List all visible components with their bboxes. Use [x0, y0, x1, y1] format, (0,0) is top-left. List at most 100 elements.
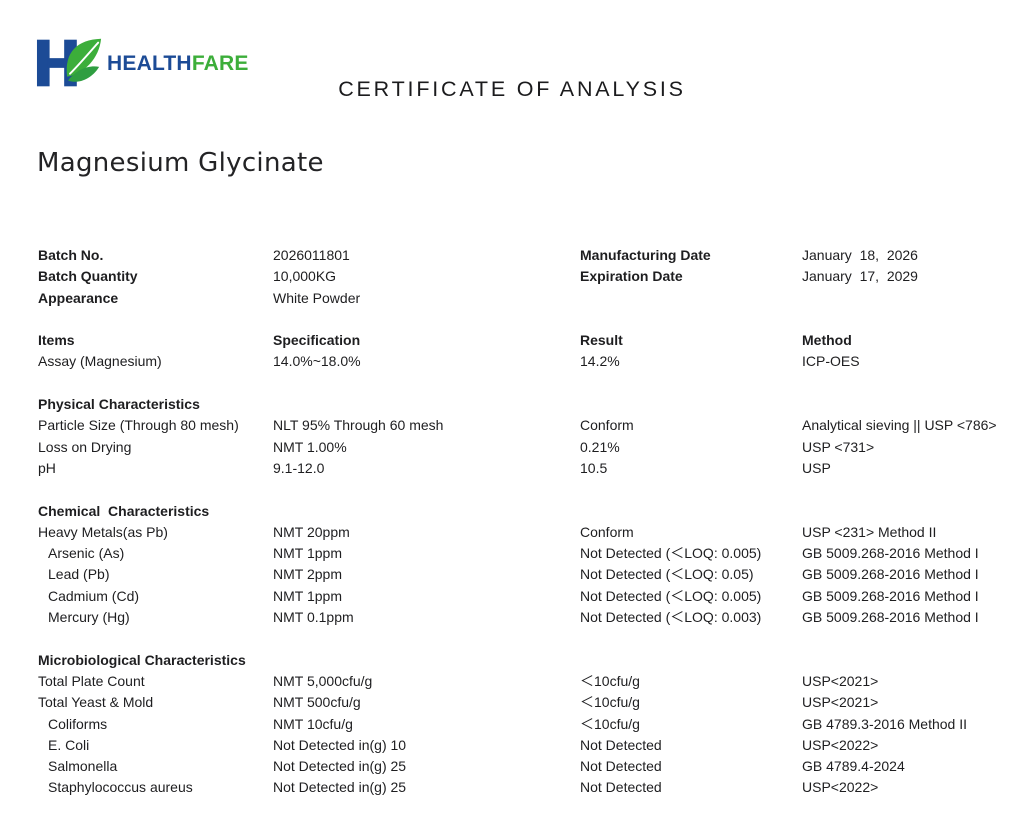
- result-column-header: Result: [580, 332, 623, 349]
- result-cell: Not Detected (＜LOQ: 0.005): [580, 545, 762, 562]
- empty-cell: [802, 288, 1014, 309]
- result-cell: ＜10cfu/g: [580, 694, 640, 711]
- section-title: Microbiological Characteristics: [38, 651, 246, 668]
- result-cell: ＜10cfu/g: [580, 715, 640, 732]
- spec-cell: NMT 1ppm: [273, 545, 342, 562]
- result-cell: ＜10cfu/g: [580, 672, 640, 689]
- method-cell: GB 4789.3-2016 Method II: [802, 715, 967, 732]
- table-row: Assay (Magnesium) 14.0%~18.0% 14.2% ICP-…: [38, 351, 1014, 372]
- spec-cell: Not Detected in(g) 25: [273, 779, 407, 796]
- item-cell: Staphylococcus aureus: [48, 779, 193, 796]
- item-cell: Lead (Pb): [48, 566, 110, 583]
- healthfare-logo: HEALTHFARE: [36, 36, 249, 90]
- table-row: Coliforms NMT 10cfu/g ＜10cfu/g GB 4789.3…: [38, 714, 1014, 735]
- item-cell: Particle Size (Through 80 mesh): [38, 417, 239, 434]
- table-row: Mercury (Hg) NMT 0.1ppm Not Detected (＜L…: [38, 607, 1014, 628]
- section-title: Physical Characteristics: [38, 396, 200, 413]
- method-cell: GB 5009.268-2016 Method I: [802, 587, 979, 604]
- item-cell: Heavy Metals(as Pb): [38, 523, 168, 540]
- method-cell: USP<2021>: [802, 694, 879, 711]
- spec-cell: NMT 1ppm: [273, 587, 342, 604]
- batch-quantity-label: Batch Quantity: [38, 268, 138, 285]
- method-cell: USP<2022>: [802, 736, 879, 753]
- spec-cell: NMT 500cfu/g: [273, 694, 361, 711]
- item-cell: Cadmium (Cd): [48, 587, 140, 604]
- healthfare-logo-icon: [36, 38, 102, 87]
- method-column-header: Method: [802, 332, 852, 349]
- certificate-body: Batch No. 2026011801 Manufacturing Date …: [38, 245, 1014, 799]
- batch-quantity-value: 10,000KG: [273, 268, 337, 285]
- batch-info-row: Appearance White Powder: [38, 288, 1014, 309]
- method-cell: USP <731>: [802, 438, 875, 455]
- spec-cell: NMT 5,000cfu/g: [273, 672, 373, 689]
- spec-cell: NMT 2ppm: [273, 566, 342, 583]
- spec-cell: Not Detected in(g) 10: [273, 736, 407, 753]
- method-cell: USP<2021>: [802, 672, 879, 689]
- result-cell: Not Detected (＜LOQ: 0.05): [580, 566, 754, 583]
- table-row: Arsenic (As) NMT 1ppm Not Detected (＜LOQ…: [38, 543, 1014, 564]
- result-cell: 14.2%: [580, 353, 620, 370]
- item-cell: Arsenic (As): [48, 545, 125, 562]
- batch-no-value: 2026011801: [273, 247, 350, 263]
- manufacturing-date-value: January 18, 2026: [802, 247, 918, 263]
- table-row: Total Yeast & Mold NMT 500cfu/g ＜10cfu/g…: [38, 692, 1014, 713]
- result-cell: 0.21%: [580, 438, 620, 455]
- logo-text-fare: FARE: [191, 51, 249, 75]
- item-cell: Total Yeast & Mold: [38, 694, 154, 711]
- method-cell: GB 5009.268-2016 Method I: [802, 609, 979, 626]
- result-cell: Not Detected: [580, 779, 662, 796]
- table-row: pH 9.1-12.0 10.5 USP: [38, 458, 1014, 479]
- item-cell: Salmonella: [48, 758, 118, 775]
- method-cell: GB 5009.268-2016 Method I: [802, 566, 979, 583]
- section-title: Chemical Characteristics: [38, 502, 210, 519]
- table-row: E. Coli Not Detected in(g) 10 Not Detect…: [38, 735, 1014, 756]
- spec-cell: Not Detected in(g) 25: [273, 758, 407, 775]
- table-row: Lead (Pb) NMT 2ppm Not Detected (＜LOQ: 0…: [38, 564, 1014, 585]
- item-cell: E. Coli: [48, 736, 90, 753]
- spec-cell: 14.0%~18.0%: [273, 353, 361, 370]
- method-cell: Analytical sieving || USP <786>: [802, 417, 997, 434]
- empty-cell: [580, 288, 802, 309]
- item-cell: Loss on Drying: [38, 438, 132, 455]
- result-cell: Not Detected (＜LOQ: 0.005): [580, 587, 762, 604]
- manufacturing-date-label: Manufacturing Date: [580, 247, 711, 263]
- method-cell: USP <231> Method II: [802, 523, 937, 540]
- item-cell: Mercury (Hg): [48, 609, 130, 626]
- item-cell: pH: [38, 459, 56, 476]
- table-row: Heavy Metals(as Pb) NMT 20ppm Conform US…: [38, 522, 1014, 543]
- spec-cell: 9.1-12.0: [273, 459, 325, 476]
- batch-info-row: Batch No. 2026011801 Manufacturing Date …: [38, 245, 1014, 266]
- expiration-date-value: January 17, 2029: [802, 268, 918, 285]
- spec-cell: NMT 10cfu/g: [273, 715, 353, 732]
- analysis-table-body: Assay (Magnesium) 14.0%~18.0% 14.2% ICP-…: [38, 351, 1014, 798]
- result-cell: Not Detected: [580, 758, 662, 775]
- method-cell: ICP-OES: [802, 353, 860, 370]
- batch-info-block: Batch No. 2026011801 Manufacturing Date …: [38, 245, 1014, 309]
- table-row: Loss on Drying NMT 1.00% 0.21% USP <731>: [38, 437, 1014, 458]
- method-cell: GB 4789.4-2024: [802, 758, 905, 775]
- table-row: Cadmium (Cd) NMT 1ppm Not Detected (＜LOQ…: [38, 586, 1014, 607]
- specification-column-header: Specification: [273, 332, 361, 349]
- appearance-label: Appearance: [38, 289, 119, 306]
- spec-cell: NMT 20ppm: [273, 523, 350, 540]
- result-cell: 10.5: [580, 459, 608, 476]
- table-header-row: Items Specification Result Method: [38, 330, 1014, 351]
- item-cell: Total Plate Count: [38, 672, 145, 689]
- table-row: Staphylococcus aureus Not Detected in(g)…: [38, 777, 1014, 798]
- table-row: Salmonella Not Detected in(g) 25 Not Det…: [38, 756, 1014, 777]
- batch-no-label: Batch No.: [38, 247, 104, 263]
- method-cell: USP<2022>: [802, 779, 879, 796]
- item-cell: Assay (Magnesium): [38, 353, 162, 370]
- result-cell: Not Detected (＜LOQ: 0.003): [580, 609, 762, 626]
- product-name: Magnesium Glycinate: [37, 148, 324, 178]
- logo-wordmark: HEALTHFARE: [107, 53, 249, 74]
- result-cell: Conform: [580, 417, 634, 434]
- logo-text-health: HEALTH: [107, 51, 192, 75]
- appearance-value: White Powder: [273, 289, 361, 306]
- spec-cell: NMT 1.00%: [273, 438, 347, 455]
- analysis-table: Items Specification Result Method Assay …: [38, 330, 1014, 799]
- expiration-date-label: Expiration Date: [580, 268, 683, 285]
- method-cell: USP: [802, 459, 831, 476]
- spec-cell: NMT 0.1ppm: [273, 609, 354, 626]
